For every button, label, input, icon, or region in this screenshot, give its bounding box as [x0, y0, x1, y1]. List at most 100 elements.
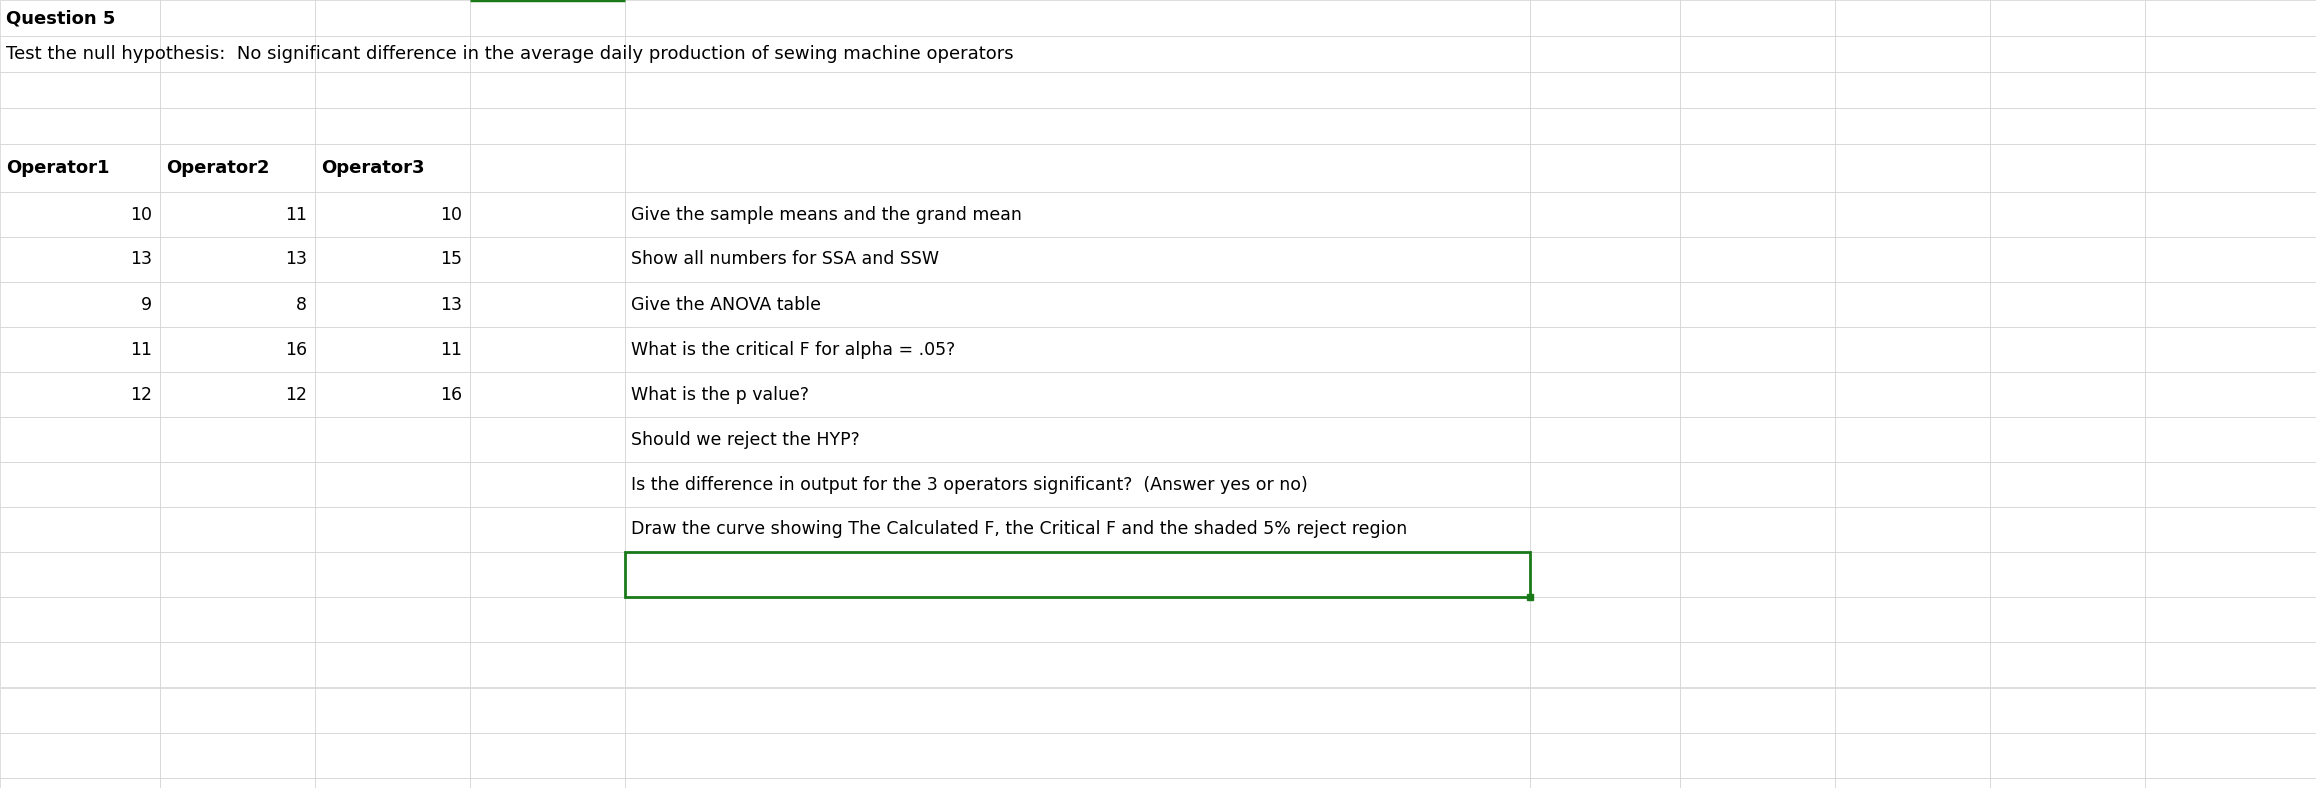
Bar: [1989, 36, 2145, 72]
Bar: [2145, 36, 2316, 72]
Bar: [1989, 144, 2145, 192]
Bar: [0, 462, 160, 507]
Bar: [470, 642, 625, 687]
Bar: [160, 108, 315, 144]
Bar: [160, 462, 315, 507]
Bar: [1679, 597, 1834, 642]
Bar: [1834, 642, 1989, 687]
Bar: [470, 733, 625, 778]
Bar: [1834, 327, 1989, 372]
Bar: [625, 282, 1531, 327]
Bar: [470, 0, 625, 36]
Bar: [1989, 507, 2145, 552]
Bar: [315, 192, 470, 237]
Bar: [1834, 108, 1989, 144]
Bar: [2145, 688, 2316, 733]
Bar: [2145, 778, 2316, 788]
Bar: [1679, 642, 1834, 687]
Bar: [315, 108, 470, 144]
Bar: [1834, 0, 1989, 36]
Bar: [1531, 552, 1679, 597]
Text: 13: 13: [285, 251, 308, 269]
Bar: [160, 327, 315, 372]
Bar: [0, 0, 160, 36]
Bar: [1679, 108, 1834, 144]
Bar: [1679, 507, 1834, 552]
Bar: [1989, 417, 2145, 462]
Text: 11: 11: [285, 206, 308, 224]
Text: 13: 13: [130, 251, 153, 269]
Text: 16: 16: [440, 385, 461, 403]
Text: 9: 9: [141, 296, 153, 314]
Bar: [0, 372, 160, 417]
Bar: [1531, 733, 1679, 778]
Bar: [1531, 507, 1679, 552]
Bar: [1834, 192, 1989, 237]
Bar: [0, 507, 160, 552]
Bar: [1679, 327, 1834, 372]
Bar: [0, 733, 160, 778]
Bar: [1989, 733, 2145, 778]
Bar: [315, 327, 470, 372]
Bar: [0, 237, 160, 282]
Bar: [1531, 642, 1679, 687]
Bar: [2145, 192, 2316, 237]
Bar: [1989, 688, 2145, 733]
Text: Give the sample means and the grand mean: Give the sample means and the grand mean: [630, 206, 1021, 224]
Bar: [470, 778, 625, 788]
Bar: [1679, 36, 1834, 72]
Bar: [315, 597, 470, 642]
Bar: [1679, 0, 1834, 36]
Bar: [2145, 597, 2316, 642]
Bar: [160, 597, 315, 642]
Bar: [315, 144, 470, 192]
Bar: [315, 642, 470, 687]
Bar: [1834, 597, 1989, 642]
Bar: [2145, 144, 2316, 192]
Text: What is the critical F for alpha = .05?: What is the critical F for alpha = .05?: [630, 340, 954, 359]
Bar: [1989, 0, 2145, 36]
Bar: [160, 36, 315, 72]
Bar: [625, 192, 1531, 237]
Bar: [315, 552, 470, 597]
Bar: [2145, 417, 2316, 462]
Text: 8: 8: [296, 296, 308, 314]
Bar: [0, 688, 160, 733]
Text: Operator2: Operator2: [167, 159, 269, 177]
Bar: [1834, 144, 1989, 192]
Bar: [160, 372, 315, 417]
Bar: [625, 0, 1531, 36]
Bar: [0, 282, 160, 327]
Bar: [1989, 778, 2145, 788]
Bar: [160, 282, 315, 327]
Bar: [160, 552, 315, 597]
Bar: [1989, 372, 2145, 417]
Bar: [1989, 327, 2145, 372]
Bar: [625, 108, 1531, 144]
Bar: [1531, 462, 1679, 507]
Bar: [0, 192, 160, 237]
Bar: [1531, 144, 1679, 192]
Text: Test the null hypothesis:  No significant difference in the average daily produc: Test the null hypothesis: No significant…: [7, 45, 1014, 63]
Bar: [315, 417, 470, 462]
Bar: [470, 282, 625, 327]
Bar: [1679, 733, 1834, 778]
Bar: [160, 733, 315, 778]
Bar: [1531, 778, 1679, 788]
Bar: [1679, 282, 1834, 327]
Bar: [470, 237, 625, 282]
Bar: [625, 372, 1531, 417]
Text: Operator3: Operator3: [322, 159, 424, 177]
Bar: [160, 0, 315, 36]
Bar: [1989, 108, 2145, 144]
Bar: [1531, 237, 1679, 282]
Bar: [0, 72, 160, 108]
Bar: [1531, 417, 1679, 462]
Bar: [625, 36, 1531, 72]
Bar: [1834, 778, 1989, 788]
Bar: [1989, 72, 2145, 108]
Bar: [1679, 144, 1834, 192]
Bar: [1679, 72, 1834, 108]
Bar: [1989, 282, 2145, 327]
Bar: [315, 36, 470, 72]
